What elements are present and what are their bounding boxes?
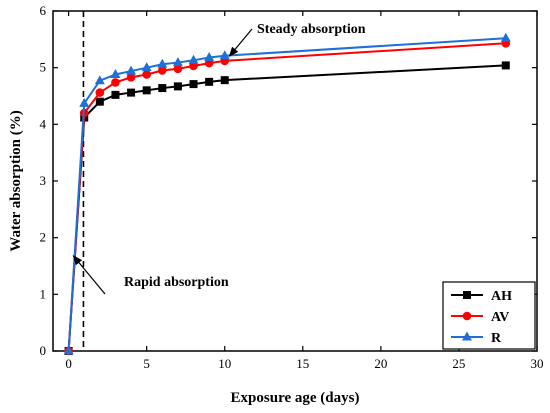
y-tick-label: 3 xyxy=(40,173,47,188)
data-point-r xyxy=(500,32,511,42)
legend-item-ah: AH xyxy=(451,289,512,304)
legend: AH AV R xyxy=(442,281,536,350)
legend-marker xyxy=(462,311,472,321)
data-point-r xyxy=(94,75,105,85)
data-point-av xyxy=(189,61,198,71)
data-point-ah xyxy=(501,61,510,70)
data-point-r xyxy=(219,50,230,60)
data-point-av xyxy=(204,58,214,68)
y-tick-label: 0 xyxy=(40,343,47,358)
x-tick-label: 5 xyxy=(143,356,150,371)
y-axis-label: Water absorption (%) xyxy=(8,110,24,251)
data-point-r xyxy=(79,97,90,107)
y-axis-ticks: 0 1 2 3 4 5 6 xyxy=(40,3,537,358)
x-tick-label: 15 xyxy=(296,356,309,371)
data-point-ah xyxy=(173,82,182,91)
legend-marker xyxy=(463,291,471,299)
data-point-r xyxy=(63,345,74,355)
legend-item-r: R xyxy=(451,331,502,346)
y-tick-label: 2 xyxy=(40,230,47,245)
data-point-ah xyxy=(205,77,214,86)
data-point-r xyxy=(110,68,121,78)
data-point-ah xyxy=(158,84,167,93)
data-point-ah xyxy=(142,86,151,95)
data-point-r xyxy=(126,65,137,75)
y-tick-label: 6 xyxy=(40,3,47,18)
data-point-ah xyxy=(111,90,120,99)
data-point-ah xyxy=(220,76,229,85)
data-point-r xyxy=(141,62,152,72)
series-layer xyxy=(63,32,511,356)
arrow-steady xyxy=(228,28,253,57)
arrow-rapid xyxy=(72,255,106,295)
data-point-ah xyxy=(95,97,104,106)
data-point-av xyxy=(157,66,167,75)
data-point-av xyxy=(173,64,183,74)
x-tick-label: 30 xyxy=(531,356,544,371)
y-tick-label: 1 xyxy=(40,286,47,301)
y-tick-label: 4 xyxy=(40,116,47,131)
data-point-r xyxy=(172,57,183,67)
data-point-r xyxy=(204,51,215,61)
data-point-r xyxy=(188,54,199,64)
annotation-steady-absorption: Steady absorption xyxy=(257,22,366,37)
data-point-av xyxy=(111,78,120,87)
legend-item-av: AV xyxy=(451,310,509,325)
x-tick-label: 25 xyxy=(452,356,465,371)
data-point-ah xyxy=(189,80,198,89)
series-r xyxy=(63,32,511,355)
data-point-ah xyxy=(127,88,136,97)
annotations: Steady absorption Rapid absorption xyxy=(72,22,366,295)
y-tick-label: 5 xyxy=(40,60,47,75)
legend-label: AV xyxy=(491,310,509,325)
legend-marker xyxy=(462,331,472,341)
legend-label: R xyxy=(491,331,502,346)
legend-label: AH xyxy=(491,289,512,304)
annotation-rapid-absorption: Rapid absorption xyxy=(124,275,229,290)
x-axis-label: Exposure age (days) xyxy=(231,390,360,406)
data-point-r xyxy=(157,58,168,68)
data-point-av xyxy=(95,88,105,97)
x-axis-ticks: 0 5 10 15 20 25 30 xyxy=(65,11,544,371)
data-point-av xyxy=(142,70,151,79)
x-tick-label: 10 xyxy=(218,356,231,371)
data-point-av xyxy=(126,73,136,82)
x-tick-label: 20 xyxy=(374,356,387,371)
x-tick-label: 0 xyxy=(65,356,72,371)
